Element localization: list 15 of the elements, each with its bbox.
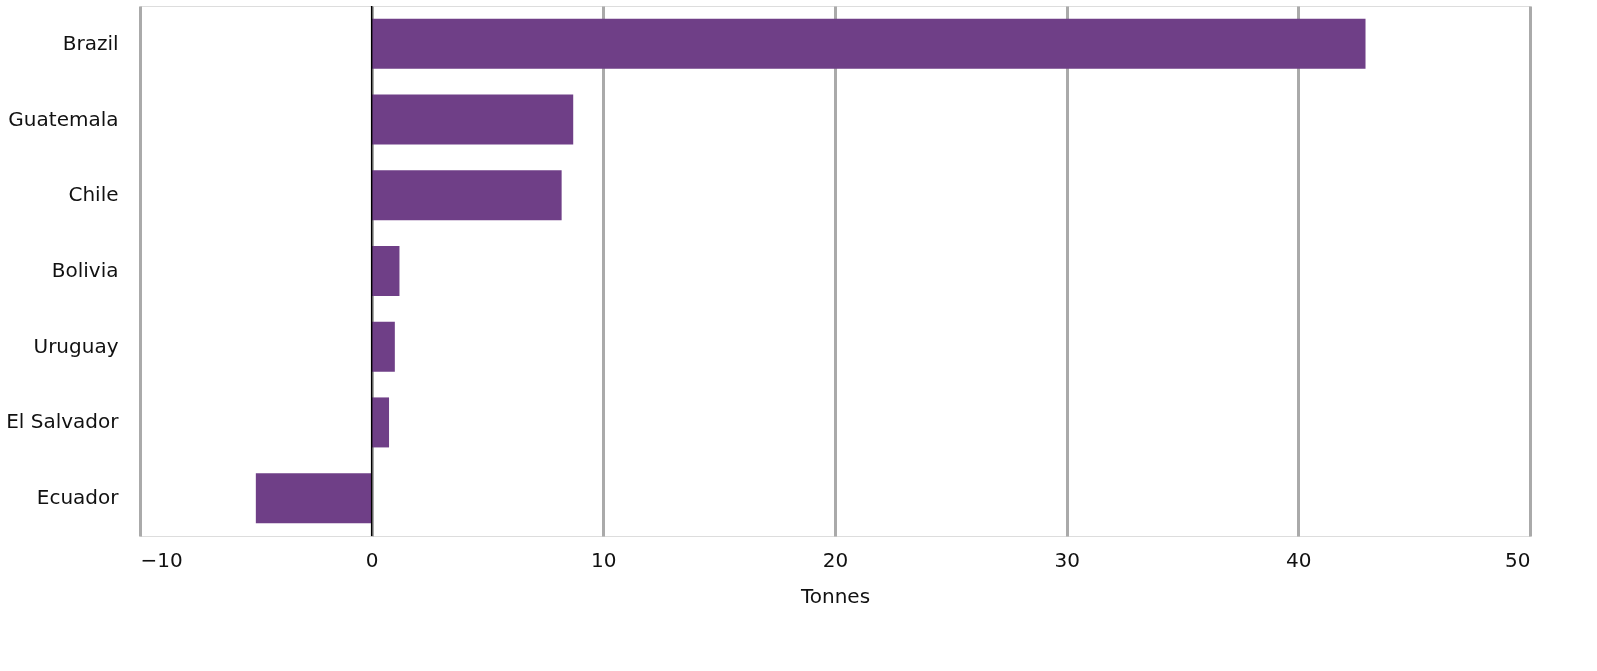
x-tick-label: −10 xyxy=(140,547,183,572)
x-tick-label: 20 xyxy=(822,547,849,572)
x-tick-label: 30 xyxy=(1054,547,1080,572)
y-tick-label: Bolivia xyxy=(51,258,119,282)
x-tick-label: 10 xyxy=(591,547,617,572)
y-tick-label: El Salvador xyxy=(6,409,120,434)
y-tick-label: Uruguay xyxy=(33,333,119,358)
y-tick-label: Ecuador xyxy=(36,485,120,510)
y-tick-label: Brazil xyxy=(62,30,119,55)
y-tick-label: Chile xyxy=(68,182,119,207)
x-tick-label: 0 xyxy=(365,547,379,572)
y-tick-label: Guatemala xyxy=(8,106,119,131)
x-tick-label: 40 xyxy=(1286,547,1312,572)
x-tick-label: 50 xyxy=(1505,547,1531,572)
x-axis-title: Tonnes xyxy=(799,583,871,608)
